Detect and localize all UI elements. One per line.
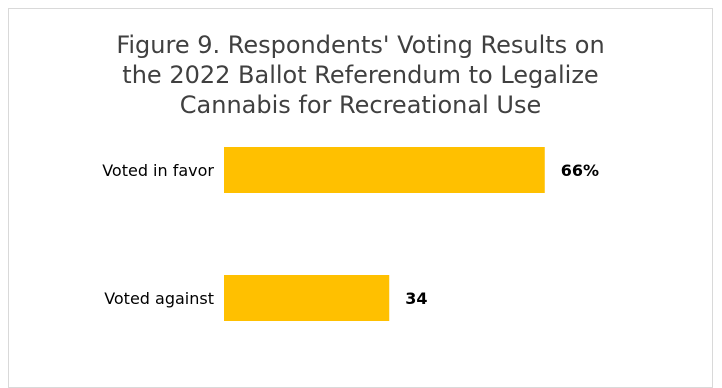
bar-chart: Voted in favor 66% Voted against 34 (102, 147, 599, 321)
chart-title-line-1: Figure 9. Respondents' Voting Results on (116, 31, 605, 59)
bar-1 (224, 275, 390, 321)
category-label-0: Voted in favor (102, 161, 214, 180)
category-label-1: Voted against (104, 289, 214, 308)
bar-0 (224, 147, 545, 193)
data-label-0: 66% (561, 161, 599, 180)
chart-frame (8, 8, 713, 388)
chart-title-line-2: the 2022 Ballot Referendum to Legalize (122, 61, 599, 89)
chart-title: Figure 9. Respondents' Voting Results on… (8, 30, 713, 120)
data-label-1: 34 (405, 289, 427, 308)
chart-title-line-3: Cannabis for Recreational Use (179, 91, 542, 119)
